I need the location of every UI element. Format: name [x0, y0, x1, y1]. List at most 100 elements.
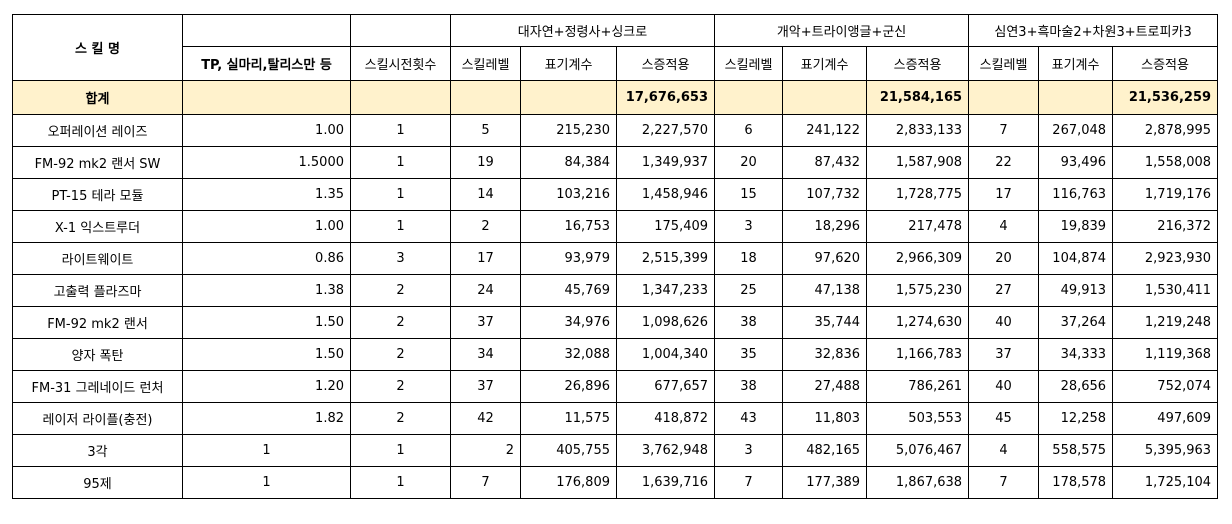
- table-row: FM-92 mk2 랜서 SW 1.5000 1 19 84,384 1,349,937 2…: [12, 146, 1219, 179]
- cell-g1-dmg: 2,227,570: [615, 114, 716, 147]
- header-g1-level: 스킬레벨: [450, 46, 521, 81]
- cell-g1-dmg: 677,657: [615, 370, 716, 403]
- cell-g2-dmg: 217,478: [866, 210, 970, 243]
- cell-g1-coef: 405,755: [520, 434, 617, 467]
- table-row: 라이트웨이트 0.86 3 17 93,979 2,515,399 18 97,620 2,96…: [12, 242, 1219, 275]
- cell-tp: 1.35: [182, 178, 351, 211]
- cell-g1-lv: 19: [450, 146, 521, 179]
- header-g3-level: 스킬레벨: [968, 46, 1040, 81]
- total-row: 합계 17,676,653 21,584,165 21,536,259: [12, 80, 1219, 115]
- cell-g1-coef: 11,575: [520, 402, 617, 435]
- cell-tp: 0.86: [182, 242, 351, 275]
- header-g3-coef: 표기계수: [1038, 46, 1114, 81]
- cell-g1-dmg: 1,004,340: [615, 338, 716, 371]
- cell-name: 양자 폭탄: [12, 338, 183, 371]
- cell-g1-dmg: 1,458,946: [615, 178, 716, 211]
- cell-g2-dmg: 1,575,230: [866, 274, 970, 307]
- header-cast-count: 스킬시전횟수: [350, 46, 451, 81]
- cell-g2-dmg: 1,274,630: [866, 306, 970, 339]
- total-cell-empty: [450, 80, 521, 115]
- cell-casts: 2: [350, 306, 451, 339]
- cell-g1-dmg: 2,515,399: [615, 242, 716, 275]
- cell-g1-coef: 93,979: [520, 242, 617, 275]
- cell-g2-dmg: 2,966,309: [866, 242, 970, 275]
- cell-g2-lv: 38: [714, 370, 784, 403]
- cell-g1-lv: 24: [450, 274, 521, 307]
- cell-g3-lv: 40: [968, 370, 1040, 403]
- cell-tp: 1.00: [182, 114, 351, 147]
- cell-g2-dmg: 1,728,775: [866, 178, 970, 211]
- cell-g2-lv: 18: [714, 242, 784, 275]
- cell-g3-dmg: 1,725,104: [1112, 466, 1219, 499]
- cell-g2-dmg: 786,261: [866, 370, 970, 403]
- cell-g1-lv: 2: [450, 434, 521, 467]
- cell-g1-coef: 16,753: [520, 210, 617, 243]
- cell-name: FM-92 mk2 랜서: [12, 306, 183, 339]
- cell-casts: 2: [350, 402, 451, 435]
- cell-g2-dmg: 2,833,133: [866, 114, 970, 147]
- cell-tp: 1.50: [182, 338, 351, 371]
- header-tp: TP, 실마리,탈리스만 등: [182, 46, 351, 81]
- cell-name: 3각: [12, 434, 183, 467]
- cell-casts: 1: [350, 178, 451, 211]
- cell-g1-dmg: 418,872: [615, 402, 716, 435]
- cell-tp: 1.00: [182, 210, 351, 243]
- table-row: X-1 익스트루더 1.00 1 2 16,753 175,409 3 18,296 217,4…: [12, 210, 1219, 243]
- cell-g2-lv: 3: [714, 434, 784, 467]
- cell-g3-dmg: 752,074: [1112, 370, 1219, 403]
- header-g1-dmg: 스증적용: [615, 46, 716, 81]
- header-empty-casts: [350, 14, 451, 47]
- total-cell-empty: [714, 80, 784, 115]
- cell-name: 95제: [12, 466, 183, 499]
- table-row: 95제 1 1 7 176,809 1,639,716 7 177,389 1,867,638 7…: [12, 466, 1219, 499]
- cell-g2-coef: 241,122: [782, 114, 868, 147]
- cell-g3-dmg: 497,609: [1112, 402, 1219, 435]
- cell-casts: 1: [350, 114, 451, 147]
- cell-g1-lv: 34: [450, 338, 521, 371]
- cell-casts: 1: [350, 466, 451, 499]
- cell-g2-lv: 38: [714, 306, 784, 339]
- cell-g2-lv: 15: [714, 178, 784, 211]
- cell-g3-lv: 4: [968, 434, 1040, 467]
- cell-g3-lv: 27: [968, 274, 1040, 307]
- cell-g3-coef: 49,913: [1038, 274, 1114, 307]
- cell-g1-dmg: 1,639,716: [615, 466, 716, 499]
- total-cell-empty: [782, 80, 868, 115]
- cell-g3-dmg: 1,558,008: [1112, 146, 1219, 179]
- cell-g3-dmg: 1,119,368: [1112, 338, 1219, 371]
- cell-g1-dmg: 1,349,937: [615, 146, 716, 179]
- cell-g3-dmg: 2,878,995: [1112, 114, 1219, 147]
- cell-g1-lv: 14: [450, 178, 521, 211]
- table-row: 레이저 라이플(충전) 1.82 2 42 11,575 418,872 43 11,803 5…: [12, 402, 1219, 435]
- cell-g1-lv: 2: [450, 210, 521, 243]
- cell-g3-coef: 28,656: [1038, 370, 1114, 403]
- cell-name: PT-15 테라 모듈: [12, 178, 183, 211]
- cell-g3-dmg: 1,219,248: [1112, 306, 1219, 339]
- total-cell-empty: [520, 80, 617, 115]
- total-label: 합계: [12, 80, 183, 115]
- cell-g1-coef: 26,896: [520, 370, 617, 403]
- cell-g3-lv: 37: [968, 338, 1040, 371]
- cell-g3-lv: 20: [968, 242, 1040, 275]
- cell-g3-dmg: 1,530,411: [1112, 274, 1219, 307]
- header-g1-coef: 표기계수: [520, 46, 617, 81]
- header-group-1: 대자연+정령사+싱크로: [449, 14, 716, 47]
- cell-g2-coef: 482,165: [782, 434, 868, 467]
- header-g2-level: 스킬레벨: [714, 46, 784, 81]
- cell-g3-dmg: 5,395,963: [1112, 434, 1219, 467]
- header-g2-coef: 표기계수: [782, 46, 868, 81]
- cell-g1-lv: 42: [450, 402, 521, 435]
- table-row: 오퍼레이션 레이즈 1.00 1 5 215,230 2,227,570 6 241,122 2…: [12, 114, 1219, 147]
- total-g3-dmg: 21,536,259: [1112, 80, 1219, 115]
- cell-name: 고출력 플라즈마: [12, 274, 183, 307]
- header-g3-dmg: 스증적용: [1112, 46, 1219, 81]
- cell-g1-dmg: 3,762,948: [615, 434, 716, 467]
- cell-name: FM-31 그레네이드 런처: [12, 370, 183, 403]
- cell-g1-coef: 32,088: [520, 338, 617, 371]
- cell-casts: 2: [350, 338, 451, 371]
- cell-g3-lv: 4: [968, 210, 1040, 243]
- cell-tp: 1.82: [182, 402, 351, 435]
- cell-tp: 1.50: [182, 306, 351, 339]
- cell-g1-lv: 7: [450, 466, 521, 499]
- cell-name: X-1 익스트루더: [12, 210, 183, 243]
